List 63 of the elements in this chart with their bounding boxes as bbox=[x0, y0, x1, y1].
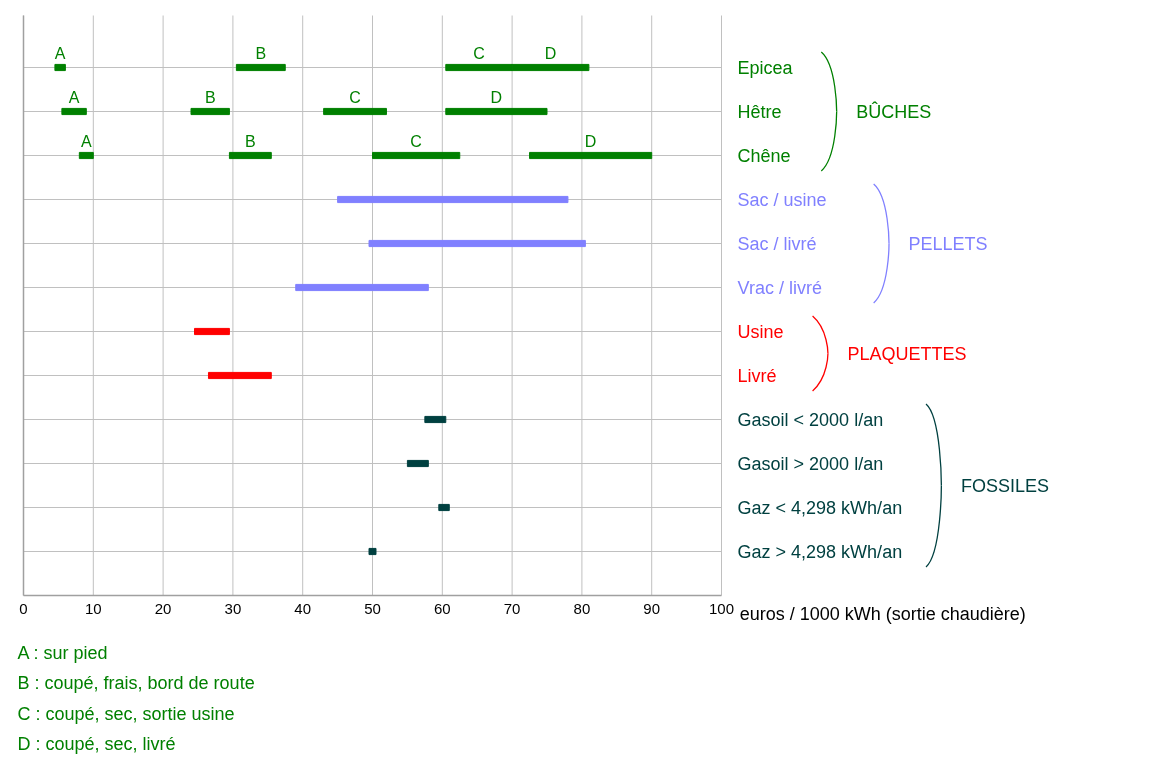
text: FOSSILES bbox=[960, 475, 1049, 496]
y-tick-label: Sac / usine bbox=[737, 189, 827, 210]
bar bbox=[78, 151, 94, 160]
y-tick-label: Usine bbox=[737, 321, 784, 342]
text: D : coupé, sec, livré bbox=[17, 734, 176, 754]
bar bbox=[368, 547, 377, 556]
x-tick-label: 30 bbox=[224, 600, 242, 618]
bar bbox=[445, 107, 548, 116]
bar bbox=[228, 151, 272, 160]
data-label: A bbox=[68, 89, 80, 107]
data-label: C bbox=[349, 89, 361, 107]
data-label: D bbox=[584, 133, 597, 151]
data-label: B bbox=[245, 133, 256, 151]
x-tick-label: 10 bbox=[84, 600, 102, 618]
x-tick-label: 50 bbox=[364, 600, 381, 618]
bar bbox=[295, 283, 429, 292]
bar bbox=[368, 239, 586, 248]
data-label: C bbox=[410, 133, 422, 151]
y-tick-label: Hêtre bbox=[737, 101, 782, 122]
bar bbox=[194, 327, 230, 336]
bar bbox=[61, 107, 87, 116]
bar bbox=[235, 63, 286, 72]
y-tick-label: Gasoil < 2000 l/an bbox=[737, 409, 884, 430]
bar bbox=[372, 151, 461, 160]
bar bbox=[424, 415, 447, 424]
y-tick-label: Epicea bbox=[737, 57, 794, 78]
text: C : coupé, sec, sortie usine bbox=[17, 703, 235, 724]
data-label: A bbox=[80, 133, 92, 151]
bar bbox=[406, 459, 429, 468]
data-label: D bbox=[544, 45, 557, 63]
text: BÛCHES bbox=[856, 100, 932, 122]
x-tick-label: 100 bbox=[708, 600, 735, 618]
bar bbox=[54, 63, 66, 72]
x-tick-label: 70 bbox=[503, 600, 521, 618]
x-tick-label: 90 bbox=[643, 600, 661, 618]
text: B : coupé, frais, bord de route bbox=[17, 673, 255, 693]
bar bbox=[438, 503, 450, 512]
y-tick-label: Sac / livré bbox=[737, 233, 817, 254]
x-tick-label: 80 bbox=[573, 600, 591, 618]
bar bbox=[529, 151, 653, 160]
y-tick-label: Livré bbox=[737, 365, 777, 386]
y-tick-label: Gaz < 4,298 kWh/an bbox=[737, 497, 903, 518]
x-tick-label: 60 bbox=[433, 600, 451, 618]
data-label: A bbox=[54, 45, 66, 63]
y-tick-label: Vrac / livré bbox=[737, 277, 822, 298]
y-tick-label: Chêne bbox=[737, 145, 791, 166]
bar bbox=[207, 371, 272, 380]
bar bbox=[190, 107, 230, 116]
x-tick-label: 40 bbox=[294, 600, 312, 618]
y-tick-label: Gasoil > 2000 l/an bbox=[737, 453, 884, 474]
x-axis-title: euros / 1000 kWh (sortie chaudière) bbox=[739, 604, 1026, 625]
bar bbox=[323, 107, 387, 116]
bar bbox=[337, 195, 569, 204]
data-label: B bbox=[255, 45, 267, 63]
x-tick-label: 20 bbox=[154, 600, 172, 618]
text: PELLETS bbox=[908, 233, 988, 254]
x-tick-label: 0 bbox=[19, 600, 28, 618]
text: PLAQUETTES bbox=[847, 343, 967, 364]
text: A : sur pied bbox=[17, 642, 108, 663]
data-label: D bbox=[490, 89, 503, 107]
data-label: C bbox=[473, 45, 485, 63]
data-label: B bbox=[204, 89, 216, 107]
y-tick-label: Gaz > 4,298 kWh/an bbox=[737, 541, 903, 562]
